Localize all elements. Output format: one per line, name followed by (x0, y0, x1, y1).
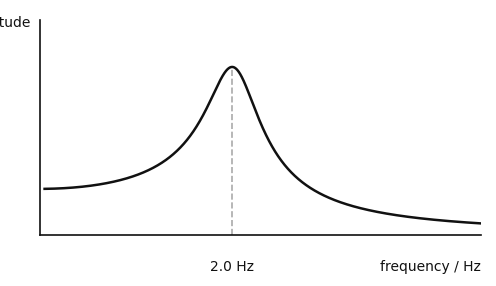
Text: 2.0 Hz: 2.0 Hz (210, 259, 254, 273)
Text: frequency / Hz: frequency / Hz (380, 259, 481, 273)
Y-axis label: amplitude: amplitude (0, 16, 31, 30)
